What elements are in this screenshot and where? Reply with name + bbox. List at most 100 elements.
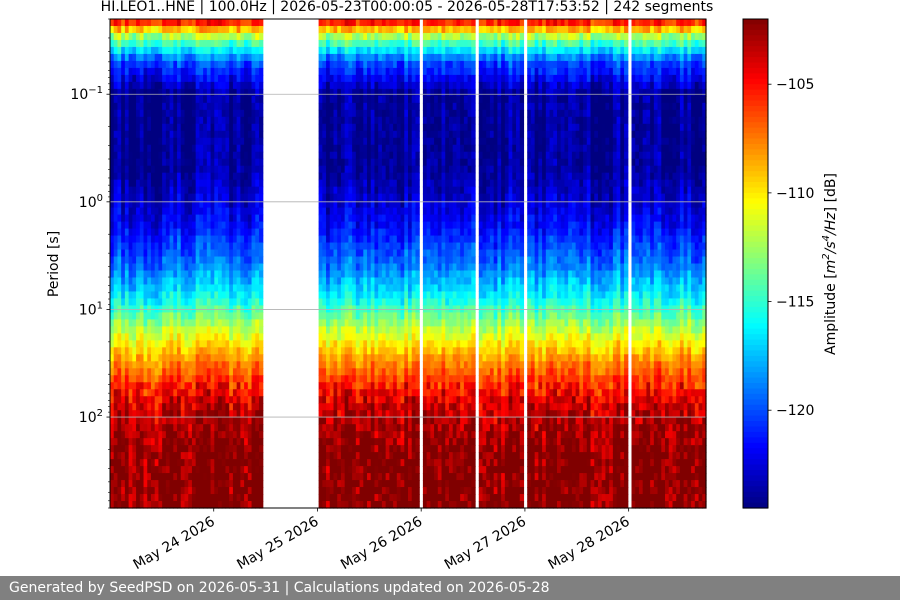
heatmap-cell: [344, 46, 349, 55]
heatmap-cell: [247, 466, 253, 474]
heatmap-cell: [355, 102, 361, 111]
heatmap-cell: [337, 396, 342, 404]
heatmap-cell: [188, 130, 193, 139]
heatmap-cell: [128, 501, 133, 509]
heatmap-cell: [136, 473, 141, 481]
heatmap-cell: [374, 340, 379, 348]
heatmap-cell: [210, 95, 215, 104]
heatmap-cell: [232, 431, 238, 439]
heatmap-cell: [218, 256, 223, 265]
heatmap-cell: [408, 368, 413, 376]
heatmap-cell: [318, 32, 323, 41]
heatmap-cell: [352, 144, 357, 153]
heatmap-cell: [389, 291, 394, 300]
heatmap-cell: [404, 32, 409, 41]
heatmap-cell: [203, 284, 208, 293]
heatmap-cell: [229, 242, 234, 251]
heatmap-cell: [240, 452, 245, 460]
heatmap-cell: [206, 158, 212, 167]
heatmap-cell: [340, 480, 346, 488]
heatmap-cell: [329, 256, 335, 265]
heatmap-cell: [396, 137, 402, 146]
heatmap-cell: [162, 158, 167, 167]
heatmap-cell: [259, 284, 264, 293]
heatmap-cell: [225, 473, 230, 481]
heatmap-cell: [422, 172, 428, 181]
heatmap-cell: [411, 165, 417, 174]
heatmap-cell: [221, 19, 227, 27]
heatmap-cell: [236, 39, 241, 48]
heatmap-cell: [247, 74, 253, 83]
heatmap-cell: [117, 291, 122, 300]
heatmap-cell: [221, 109, 227, 118]
heatmap-cell: [322, 123, 327, 132]
heatmap-cell: [121, 242, 126, 251]
heatmap-cell: [329, 19, 335, 27]
heatmap-cell: [415, 137, 420, 146]
heatmap-cell: [136, 354, 141, 362]
heatmap-cell: [318, 186, 323, 195]
heatmap-cell: [124, 235, 130, 244]
heatmap-cell: [158, 249, 163, 258]
heatmap-cell: [396, 431, 402, 439]
heatmap-cell: [132, 459, 137, 467]
heatmap-cell: [326, 361, 331, 369]
heatmap-cell: [430, 123, 435, 132]
heatmap-cell: [363, 466, 368, 474]
heatmap-cell: [214, 326, 219, 334]
heatmap-cell: [244, 494, 249, 502]
heatmap-cell: [188, 480, 193, 488]
heatmap-cell: [128, 473, 133, 481]
heatmap-cell: [247, 333, 253, 341]
heatmap-cell: [165, 403, 171, 411]
heatmap-cell: [374, 326, 379, 334]
heatmap-cell: [348, 32, 353, 41]
heatmap-cell: [150, 46, 156, 55]
heatmap-cell: [430, 277, 435, 286]
heatmap-cell: [150, 459, 156, 467]
heatmap-cell: [154, 424, 160, 432]
heatmap-cell: [136, 452, 141, 460]
heatmap-cell: [344, 32, 349, 41]
heatmap-cell: [191, 431, 197, 439]
heatmap-cell: [110, 410, 115, 418]
heatmap-cell: [240, 396, 245, 404]
heatmap-cell: [422, 326, 428, 334]
heatmap-cell: [117, 53, 122, 62]
heatmap-cell: [110, 228, 115, 237]
heatmap-cell: [147, 466, 152, 474]
heatmap-cell: [318, 25, 323, 34]
heatmap-cell: [255, 88, 260, 97]
heatmap-cell: [121, 466, 126, 474]
heatmap-cell: [251, 354, 256, 362]
heatmap-cell: [426, 102, 431, 111]
heatmap-cell: [434, 130, 439, 139]
heatmap-cell: [404, 46, 409, 55]
heatmap-cell: [180, 116, 186, 125]
heatmap-cell: [236, 179, 241, 188]
heatmap-cell: [374, 368, 379, 376]
heatmap-cell: [169, 228, 174, 237]
heatmap-cell: [333, 291, 338, 300]
heatmap-cell: [177, 284, 182, 293]
heatmap-cell: [214, 172, 219, 181]
heatmap-cell: [195, 312, 200, 320]
heatmap-cell: [396, 214, 402, 223]
heatmap-cell: [180, 438, 186, 446]
heatmap-cell: [355, 137, 361, 146]
heatmap-cell: [210, 494, 215, 502]
heatmap-cell: [124, 438, 130, 446]
heatmap-cell: [188, 417, 193, 425]
heatmap-cell: [411, 319, 417, 327]
heatmap-cell: [244, 263, 249, 272]
heatmap-cell: [110, 298, 115, 307]
heatmap-cell: [173, 382, 178, 390]
heatmap-cell: [225, 445, 230, 453]
heatmap-cell: [396, 403, 402, 411]
heatmap-cell: [162, 179, 167, 188]
heatmap-cell: [408, 403, 413, 411]
heatmap-cell: [180, 466, 186, 474]
heatmap-cell: [251, 144, 256, 153]
heatmap-cell: [165, 179, 171, 188]
heatmap-cell: [203, 298, 208, 307]
